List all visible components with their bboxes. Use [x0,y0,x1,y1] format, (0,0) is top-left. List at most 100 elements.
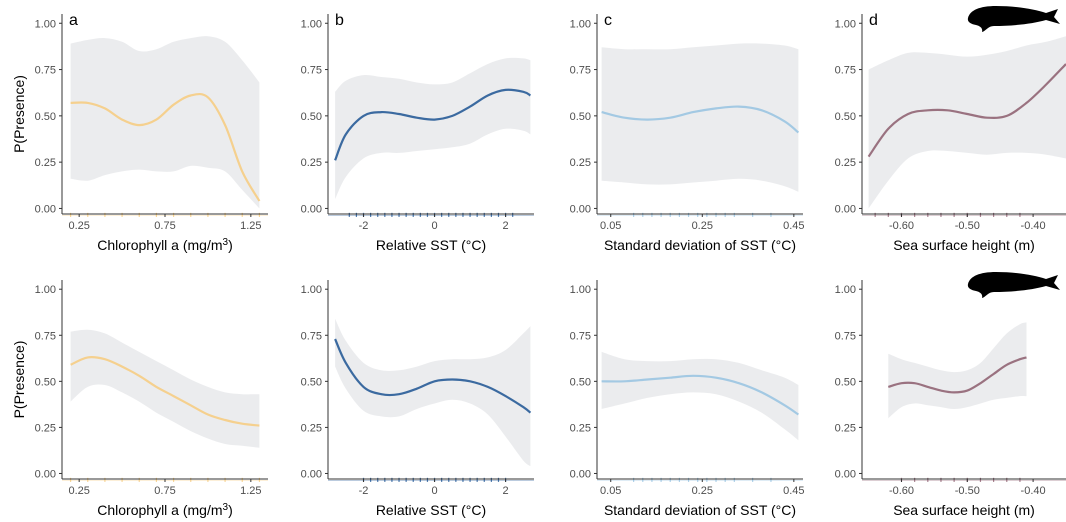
confidence-band [335,57,531,200]
mean-line [867,63,1066,158]
y-tick-label: 0.75 [835,330,856,342]
y-tick-label: 0.75 [301,330,322,342]
y-tick-label: 0.00 [301,203,322,215]
y-tick-label: 1.00 [301,18,322,30]
x-tick-label: 2 [503,485,509,497]
y-tick-label: 0.25 [570,422,591,434]
panel-5: 0.00 0.25 0.50 0.75 1.00 0.25 0.75 1.25 Chloroph… [11,280,268,518]
panel-2: 0.00 0.25 0.50 0.75 1.00 -2 0 2 Relative SST (°C… [301,12,534,253]
y-tick-label: 1.00 [835,284,856,296]
x-tick-label: -0.40 [1021,485,1046,497]
x-tick-label: 0.05 [600,220,621,232]
x-tick-label: 0 [431,220,437,232]
x-tick-label: 1.25 [240,485,261,497]
x-tick-label: -0.50 [955,485,980,497]
y-tick-label: 0.75 [570,330,591,342]
panel-7: 0.00 0.25 0.50 0.75 1.00 0.05 0.25 0.45 Standard… [570,280,805,518]
x-tick-label: 0.25 [68,485,89,497]
y-tick-label: 0.25 [570,157,591,169]
y-tick-label: 0.00 [301,468,322,480]
y-tick-label: 0.50 [570,111,591,123]
panel-label: c [604,12,612,29]
y-tick-label: 0.00 [35,203,56,215]
panel-label: d [869,12,878,29]
x-tick-label: -0.40 [1021,220,1046,232]
x-tick-label: 0.45 [783,220,804,232]
mean-line [601,374,800,416]
y-tick-label: 1.00 [35,284,56,296]
y-tick-label: 0.75 [35,65,56,77]
panel-3: 0.00 0.25 0.50 0.75 1.00 0.05 0.25 0.45 Standard… [570,12,805,253]
confidence-band [601,43,799,192]
y-tick-label: 0.75 [301,65,322,77]
y-tick-label: 0.25 [301,157,322,169]
y-tick-label: 1.00 [570,18,591,30]
panel-4: 0.00 0.25 0.50 0.75 1.00 -0.60 -0.50 -0.40 Sea s… [835,12,1066,253]
panel-1: 0.00 0.25 0.50 0.75 1.00 0.25 0.75 1.25 Chloroph… [11,12,268,253]
y-tick-label: 0.50 [570,376,591,388]
y-tick-label: 0.00 [835,468,856,480]
y-tick-label: 0.25 [835,157,856,169]
y-tick-label: 0.50 [301,111,322,123]
x-axis-label: Standard deviation of SST (°C) [604,502,796,518]
x-tick-label: -0.60 [889,220,914,232]
x-axis-label: Relative SST (°C) [376,237,486,253]
x-axis-label: Relative SST (°C) [376,502,486,518]
whale-body [967,272,1060,298]
x-tick-label: 0.25 [692,485,713,497]
y-tick-label: 0.50 [835,111,856,123]
x-tick-label: 0.25 [692,220,713,232]
panel-label: a [69,12,78,29]
mean-line [70,92,261,202]
y-tick-label: 0.50 [835,376,856,388]
x-axis-label: Chlorophyll a (mg/m3) [97,502,233,519]
x-tick-label: 2 [503,220,509,232]
y-axis-label: P(Presence) [11,75,27,153]
x-tick-label: 1.25 [240,220,261,232]
x-tick-label: -2 [359,485,369,497]
x-tick-label: 0.75 [154,220,175,232]
x-tick-label: -0.60 [889,485,914,497]
confidence-band [868,36,1066,209]
whale-icon [967,6,1060,32]
mean-line [887,356,1027,394]
confidence-band [335,318,531,467]
y-tick-label: 0.00 [570,203,591,215]
x-axis-label: Chlorophyll a (mg/m3) [97,237,233,254]
panel-8: 0.00 0.25 0.50 0.75 1.00 -0.60 -0.50 -0.40 Sea s… [835,280,1066,518]
panel-6: 0.00 0.25 0.50 0.75 1.00 -2 0 2 Relative SST (°C… [301,280,534,518]
x-tick-label: 0.75 [154,485,175,497]
mean-line [601,105,800,134]
y-tick-label: 0.25 [35,157,56,169]
y-tick-label: 0.00 [35,468,56,480]
whale-icon [967,272,1060,298]
confidence-band [70,329,260,448]
y-tick-label: 1.00 [835,18,856,30]
x-tick-label: -0.50 [955,220,980,232]
x-tick-label: -2 [359,220,369,232]
x-tick-label: 0.45 [783,485,804,497]
panel-label: b [335,12,344,29]
y-tick-label: 1.00 [301,284,322,296]
y-tick-label: 0.25 [35,422,56,434]
x-axis-label: Sea surface height (m) [893,502,1035,518]
x-tick-label: 0.05 [600,485,621,497]
x-tick-label: 0.25 [68,220,89,232]
y-tick-label: 1.00 [35,18,56,30]
whale-body [967,6,1060,32]
mean-line [70,355,260,427]
x-tick-label: 0 [431,485,437,497]
y-tick-label: 0.00 [570,468,591,480]
y-tick-label: 0.50 [35,376,56,388]
y-tick-label: 0.50 [301,376,322,388]
confidence-band [70,36,260,209]
y-tick-label: 0.00 [835,203,856,215]
mean-line [334,88,532,161]
y-tick-label: 1.00 [570,284,591,296]
y-tick-label: 0.75 [35,330,56,342]
x-axis-label: Sea surface height (m) [893,237,1035,253]
y-tick-label: 0.75 [570,65,591,77]
y-tick-label: 0.25 [301,422,322,434]
y-axis-label: P(Presence) [11,341,27,419]
